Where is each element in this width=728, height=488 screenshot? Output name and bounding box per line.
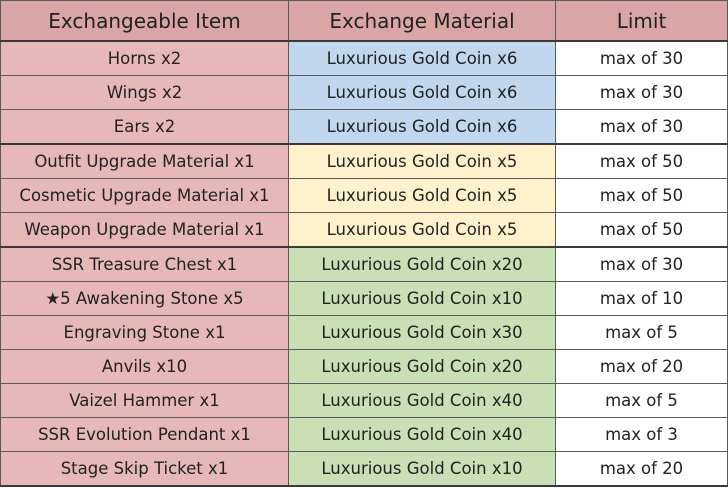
table-body: Horns x2 Luxurious Gold Coin x6 max of 30 W…: [0, 40, 728, 487]
cell-exchange-material: Luxurious Gold Coin x5: [288, 212, 556, 248]
table-row: Weapon Upgrade Material x1 Luxurious Gold…: [0, 212, 728, 248]
cell-exchange-material: Luxurious Gold Coin x5: [288, 178, 556, 213]
cell-limit: max of 5: [555, 383, 728, 418]
cell-limit: max of 30: [555, 40, 728, 76]
cell-exchangeable-item: Vaizel Hammer x1: [0, 383, 289, 418]
cell-exchange-material: Luxurious Gold Coin x10: [288, 281, 556, 316]
cell-exchangeable-item: Outfit Upgrade Material x1: [0, 143, 289, 179]
header-exchangeable-item: Exchangeable Item: [0, 0, 289, 42]
table-row: SSR Treasure Chest x1 Luxurious Gold Coin…: [0, 246, 728, 282]
cell-exchangeable-item: Stage Skip Ticket x1: [0, 451, 289, 487]
cell-exchangeable-item: Wings x2: [0, 75, 289, 110]
cell-exchangeable-item: Engraving Stone x1: [0, 315, 289, 350]
cell-exchange-material: Luxurious Gold Coin x10: [288, 451, 556, 487]
cell-limit: max of 20: [555, 451, 728, 487]
cell-limit: max of 3: [555, 417, 728, 452]
cell-exchange-material: Luxurious Gold Coin x20: [288, 246, 556, 282]
cell-limit: max of 20: [555, 349, 728, 384]
table-row: Stage Skip Ticket x1 Luxurious Gold Coin …: [0, 451, 728, 487]
cell-exchange-material: Luxurious Gold Coin x30: [288, 315, 556, 350]
cell-limit: max of 5: [555, 315, 728, 350]
cell-limit: max of 50: [555, 178, 728, 213]
cell-exchangeable-item: ★5 Awakening Stone x5: [0, 281, 289, 316]
cell-exchangeable-item: SSR Evolution Pendant x1: [0, 417, 289, 452]
cell-limit: max of 30: [555, 109, 728, 145]
cell-exchangeable-item: Weapon Upgrade Material x1: [0, 212, 289, 248]
cell-exchange-material: Luxurious Gold Coin x40: [288, 417, 556, 452]
cell-limit: max of 50: [555, 143, 728, 179]
table-row: Anvils x10 Luxurious Gold Coin x20 max of …: [0, 349, 728, 384]
table-row: Outfit Upgrade Material x1 Luxurious Gold…: [0, 143, 728, 179]
header-row: Exchangeable Item Exchange Material Limi…: [0, 0, 728, 42]
cell-limit: max of 30: [555, 75, 728, 110]
cell-exchange-material: Luxurious Gold Coin x20: [288, 349, 556, 384]
cell-exchangeable-item: Cosmetic Upgrade Material x1: [0, 178, 289, 213]
cell-exchange-material: Luxurious Gold Coin x40: [288, 383, 556, 418]
table-row: Wings x2 Luxurious Gold Coin x6 max of 30: [0, 75, 728, 110]
cell-limit: max of 30: [555, 246, 728, 282]
table-row: ★5 Awakening Stone x5 Luxurious Gold Coin…: [0, 281, 728, 316]
cell-exchange-material: Luxurious Gold Coin x6: [288, 40, 556, 76]
cell-exchange-material: Luxurious Gold Coin x5: [288, 143, 556, 179]
table-row: Ears x2 Luxurious Gold Coin x6 max of 30: [0, 109, 728, 145]
table-header: Exchangeable Item Exchange Material Limi…: [0, 0, 728, 42]
table-row: Cosmetic Upgrade Material x1 Luxurious Go…: [0, 178, 728, 213]
cell-exchange-material: Luxurious Gold Coin x6: [288, 109, 556, 145]
header-exchange-material: Exchange Material: [288, 0, 556, 42]
cell-exchangeable-item: SSR Treasure Chest x1: [0, 246, 289, 282]
cell-exchange-material: Luxurious Gold Coin x6: [288, 75, 556, 110]
table-row: Horns x2 Luxurious Gold Coin x6 max of 30: [0, 40, 728, 76]
cell-exchangeable-item: Horns x2: [0, 40, 289, 76]
table-row: Engraving Stone x1 Luxurious Gold Coin x3…: [0, 315, 728, 350]
cell-limit: max of 10: [555, 281, 728, 316]
header-limit: Limit: [555, 0, 728, 42]
table-row: SSR Evolution Pendant x1 Luxurious Gold C…: [0, 417, 728, 452]
cell-exchangeable-item: Ears x2: [0, 109, 289, 145]
cell-exchangeable-item: Anvils x10: [0, 349, 289, 384]
table-row: Vaizel Hammer x1 Luxurious Gold Coin x40 m…: [0, 383, 728, 418]
cell-limit: max of 50: [555, 212, 728, 248]
